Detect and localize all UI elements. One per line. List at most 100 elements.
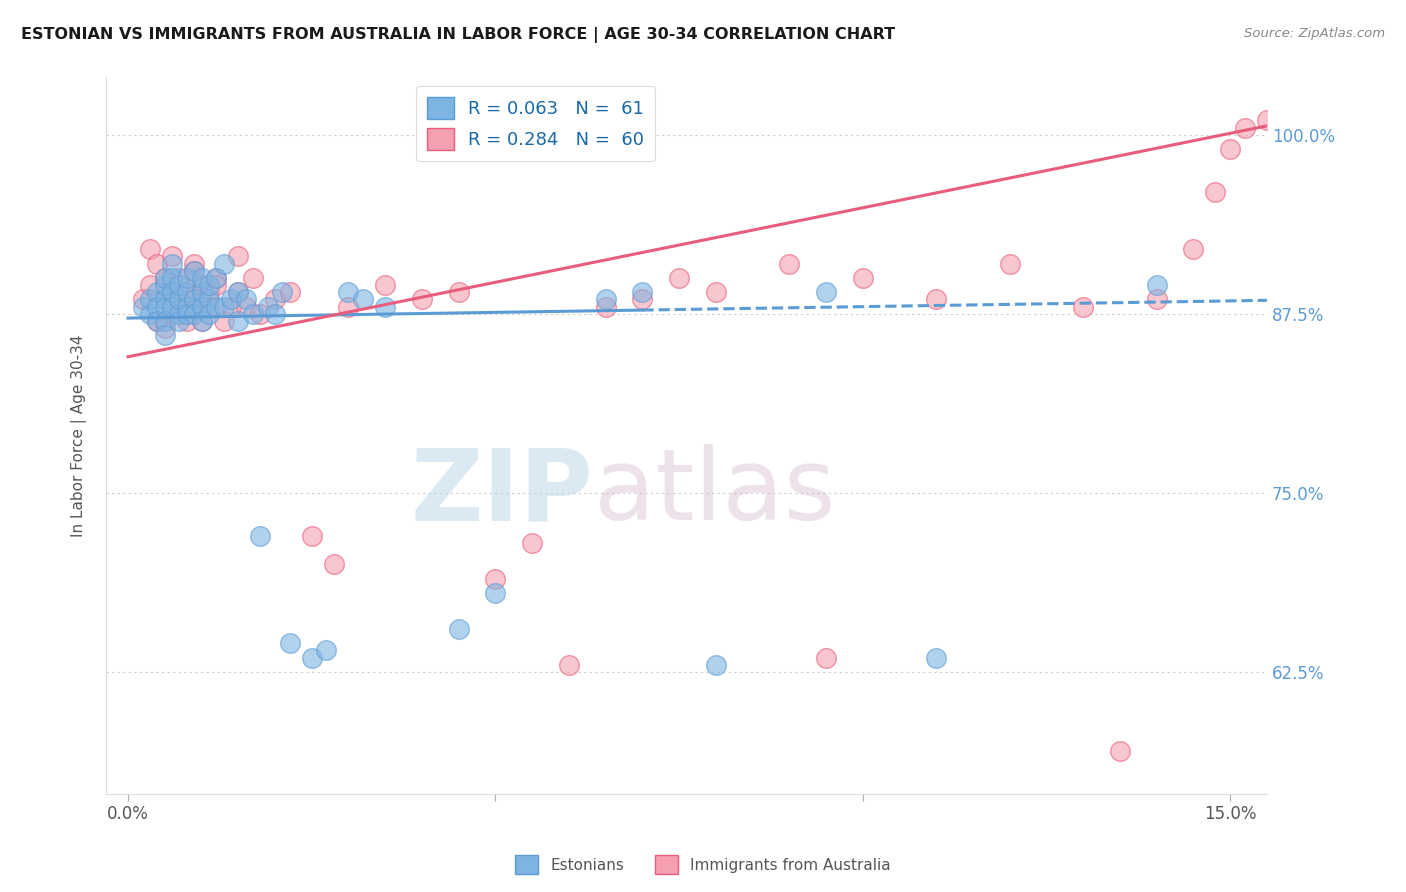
Point	[160, 250, 183, 264]
Legend: Estonians, Immigrants from Australia: Estonians, Immigrants from Australia	[509, 849, 897, 880]
Point	[190, 314, 212, 328]
Point	[176, 307, 198, 321]
Point	[146, 314, 169, 328]
Point	[190, 314, 212, 328]
Point	[169, 278, 191, 293]
Point	[153, 271, 176, 285]
Point	[595, 300, 617, 314]
Point	[219, 293, 242, 307]
Point	[146, 300, 169, 314]
Point	[998, 257, 1021, 271]
Point	[301, 650, 323, 665]
Point	[153, 328, 176, 343]
Point	[212, 300, 235, 314]
Point	[484, 572, 506, 586]
Point	[1233, 120, 1256, 135]
Text: Source: ZipAtlas.com: Source: ZipAtlas.com	[1244, 27, 1385, 40]
Point	[226, 285, 249, 300]
Point	[183, 257, 205, 271]
Point	[411, 293, 433, 307]
Point	[198, 293, 221, 307]
Point	[160, 285, 183, 300]
Point	[226, 250, 249, 264]
Point	[132, 300, 155, 314]
Point	[1146, 278, 1168, 293]
Point	[153, 293, 176, 307]
Point	[146, 285, 169, 300]
Point	[249, 529, 271, 543]
Point	[190, 278, 212, 293]
Point	[322, 558, 344, 572]
Point	[139, 243, 162, 257]
Point	[198, 300, 221, 314]
Point	[1071, 300, 1094, 314]
Point	[235, 300, 257, 314]
Point	[925, 293, 948, 307]
Point	[226, 285, 249, 300]
Text: ZIP: ZIP	[411, 444, 593, 541]
Point	[484, 586, 506, 600]
Point	[447, 285, 470, 300]
Point	[595, 293, 617, 307]
Point	[183, 264, 205, 278]
Point	[176, 285, 198, 300]
Point	[160, 300, 183, 314]
Point	[374, 278, 396, 293]
Point	[925, 650, 948, 665]
Point	[447, 622, 470, 636]
Point	[704, 285, 727, 300]
Point	[315, 643, 337, 657]
Point	[183, 293, 205, 307]
Point	[256, 300, 278, 314]
Text: atlas: atlas	[593, 444, 835, 541]
Point	[160, 285, 183, 300]
Point	[668, 271, 690, 285]
Point	[198, 307, 221, 321]
Point	[1256, 113, 1278, 128]
Point	[190, 285, 212, 300]
Point	[169, 271, 191, 285]
Point	[153, 321, 176, 335]
Point	[205, 271, 228, 285]
Y-axis label: In Labor Force | Age 30-34: In Labor Force | Age 30-34	[72, 334, 87, 537]
Point	[235, 293, 257, 307]
Point	[271, 285, 294, 300]
Point	[704, 657, 727, 672]
Point	[153, 293, 176, 307]
Point	[190, 271, 212, 285]
Point	[198, 285, 221, 300]
Point	[278, 636, 301, 650]
Point	[212, 257, 235, 271]
Point	[153, 278, 176, 293]
Text: ESTONIAN VS IMMIGRANTS FROM AUSTRALIA IN LABOR FORCE | AGE 30-34 CORRELATION CHA: ESTONIAN VS IMMIGRANTS FROM AUSTRALIA IN…	[21, 27, 896, 43]
Point	[264, 293, 287, 307]
Point	[1182, 243, 1205, 257]
Point	[169, 314, 191, 328]
Point	[337, 285, 360, 300]
Point	[815, 285, 838, 300]
Point	[183, 307, 205, 321]
Point	[160, 307, 183, 321]
Point	[198, 278, 221, 293]
Point	[374, 300, 396, 314]
Point	[146, 257, 169, 271]
Point	[169, 293, 191, 307]
Point	[337, 300, 360, 314]
Point	[205, 271, 228, 285]
Point	[190, 300, 212, 314]
Point	[160, 257, 183, 271]
Point	[1219, 142, 1241, 156]
Point	[160, 271, 183, 285]
Point	[139, 293, 162, 307]
Point	[176, 285, 198, 300]
Point	[352, 293, 374, 307]
Point	[264, 307, 287, 321]
Legend: R = 0.063   N =  61, R = 0.284   N =  60: R = 0.063 N = 61, R = 0.284 N = 60	[416, 87, 655, 161]
Point	[169, 307, 191, 321]
Point	[205, 278, 228, 293]
Point	[226, 314, 249, 328]
Point	[190, 300, 212, 314]
Point	[212, 314, 235, 328]
Point	[169, 293, 191, 307]
Point	[153, 271, 176, 285]
